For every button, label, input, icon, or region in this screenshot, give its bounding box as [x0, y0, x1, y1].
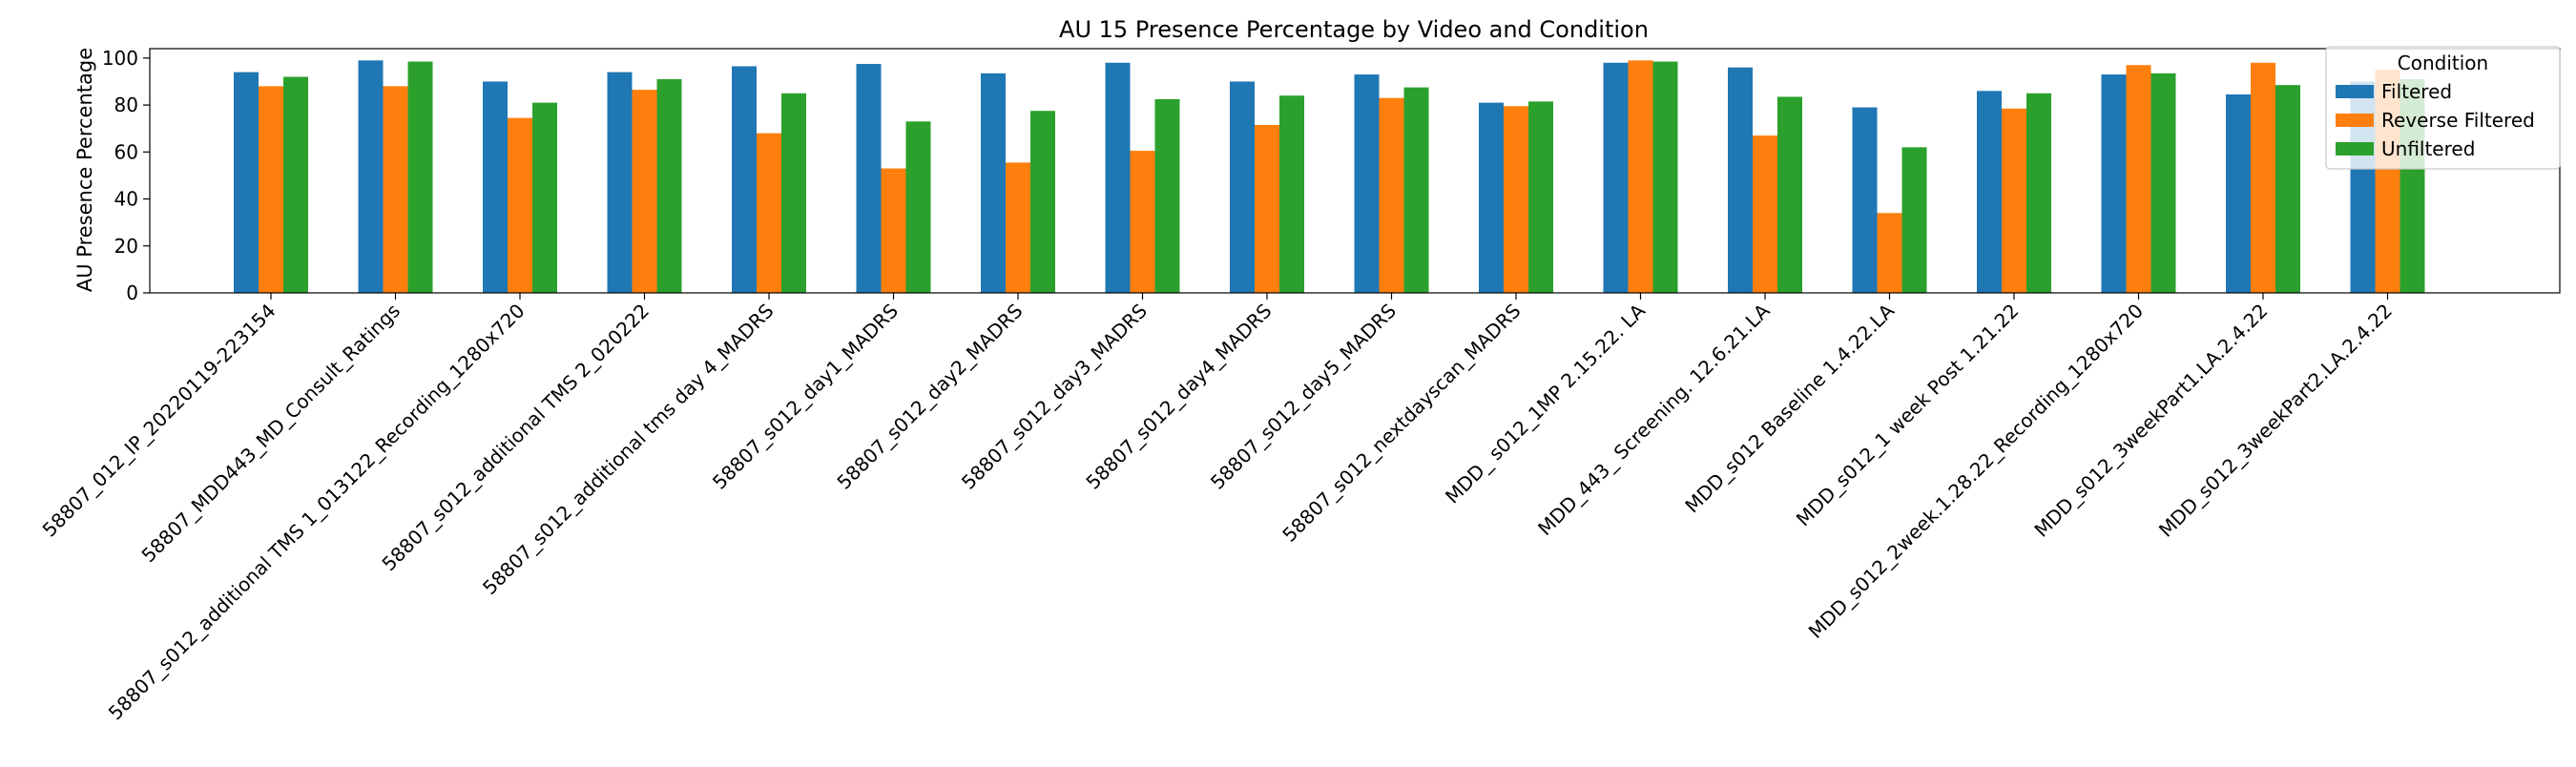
legend: Condition Filtered Reverse Filtered Unfilte…	[2325, 46, 2561, 170]
bar-reverse-filtered-10	[1504, 106, 1528, 293]
bar-reverse-filtered-15	[2126, 65, 2151, 293]
x-tick-label: 58807_s012_nextdayscan_MADRS	[1278, 300, 1525, 547]
x-tick-label: MDD_443_ Screening. 12.6.21.LA	[1533, 299, 1775, 540]
bar-filtered-2	[483, 81, 508, 294]
bar-reverse-filtered-4	[757, 133, 781, 293]
x-tick-label: 58807_MDD443_MD_Consult_Ratings	[136, 300, 405, 568]
legend-label: Unfiltered	[2381, 137, 2475, 160]
bar-unfiltered-5	[905, 121, 931, 293]
bar-filtered-4	[732, 66, 757, 294]
bar-filtered-15	[2101, 74, 2127, 293]
bar-reverse-filtered-5	[881, 168, 906, 293]
x-tick-label: 58807_s012_additional TMS 1_013122_Recor…	[104, 300, 530, 725]
x-tick-label: 58807_s012_additional tms day 4_MADRS	[478, 300, 779, 600]
legend-label: Filtered	[2381, 80, 2452, 103]
bar-reverse-filtered-7	[1130, 151, 1155, 293]
legend-title: Condition	[2398, 52, 2488, 74]
plot-frame	[149, 48, 2561, 294]
bar-reverse-filtered-11	[1628, 60, 1653, 294]
x-tick-label: MDD_s012_3weekPart1.LA.2.4.22	[2029, 300, 2272, 542]
bar-filtered-3	[607, 72, 633, 294]
bar-reverse-filtered-8	[1255, 125, 1279, 293]
bar-unfiltered-10	[1528, 101, 1553, 293]
bar-filtered-10	[1479, 102, 1504, 294]
x-tick-label: 58807_012_IP_20220119-223154	[38, 300, 280, 542]
bar-unfiltered-11	[1652, 61, 1678, 293]
legend-box	[2325, 46, 2561, 170]
bar-filtered-9	[1354, 74, 1380, 293]
bar-unfiltered-2	[532, 102, 557, 294]
bar-unfiltered-13	[1901, 147, 1927, 293]
bar-unfiltered-0	[283, 76, 308, 293]
y-tick-label: 80	[114, 93, 138, 116]
bar-unfiltered-7	[1154, 98, 1180, 293]
bar-filtered-8	[1230, 81, 1255, 294]
x-tick-label: MDD_ s012_1MP 2.15.22. LA	[1441, 299, 1650, 508]
y-tick-label: 100	[102, 47, 138, 70]
bar-reverse-filtered-12	[1753, 135, 1777, 293]
bar-reverse-filtered-16	[2251, 62, 2275, 294]
legend-swatch	[2336, 114, 2374, 127]
y-axis-title: AU Presence Percentage	[73, 48, 96, 292]
bar-filtered-13	[1852, 107, 1878, 293]
bar-unfiltered-12	[1777, 96, 1802, 294]
bar-filtered-12	[1728, 67, 1753, 293]
bar-filtered-5	[856, 64, 882, 293]
bar-reverse-filtered-3	[632, 90, 657, 293]
x-tick-label: 58807_s012_additional TMS 2_020222	[377, 300, 654, 576]
bar-unfiltered-9	[1403, 87, 1429, 294]
bar-filtered-16	[2226, 94, 2251, 293]
bar-reverse-filtered-9	[1379, 97, 1404, 293]
bar-unfiltered-1	[407, 61, 433, 293]
bar-reverse-filtered-6	[1006, 162, 1030, 293]
bar-reverse-filtered-0	[259, 86, 283, 293]
bar-unfiltered-8	[1279, 95, 1304, 293]
legend-swatch	[2336, 85, 2374, 98]
bars-layer	[234, 60, 2425, 294]
bar-unfiltered-3	[656, 79, 682, 293]
bar-unfiltered-16	[2275, 85, 2300, 294]
x-tick-label: MDD_s012_1 week Post 1.21.22	[1792, 300, 2024, 531]
bar-reverse-filtered-13	[1877, 213, 1902, 293]
legend-label: Reverse Filtered	[2381, 109, 2535, 132]
x-tick-label: MDD_s012 Baseline 1.4.22.LA	[1680, 299, 1899, 517]
bar-filtered-14	[1977, 91, 2002, 293]
bar-filtered-7	[1105, 62, 1131, 294]
bar-reverse-filtered-2	[508, 117, 532, 294]
bar-unfiltered-4	[781, 93, 806, 294]
bar-filtered-6	[981, 73, 1006, 293]
y-tick-label: 20	[114, 235, 138, 258]
bar-filtered-0	[234, 72, 259, 294]
y-tick-label: 60	[114, 140, 138, 163]
bar-filtered-11	[1603, 62, 1629, 294]
bar-filtered-1	[358, 60, 384, 294]
y-tick-label: 40	[114, 188, 138, 211]
bar-reverse-filtered-1	[383, 86, 408, 293]
bar-reverse-filtered-14	[2002, 108, 2026, 294]
legend-swatch	[2336, 142, 2374, 155]
bar-unfiltered-14	[2026, 93, 2051, 294]
y-tick-label: 0	[126, 281, 138, 304]
x-tick-label: MDD_s012_3weekPart2.LA.2.4.22	[2154, 300, 2397, 542]
bar-unfiltered-6	[1030, 111, 1055, 293]
chart-title: AU 15 Presence Percentage by Video and C…	[1059, 16, 1649, 43]
bar-unfiltered-15	[2150, 73, 2176, 293]
